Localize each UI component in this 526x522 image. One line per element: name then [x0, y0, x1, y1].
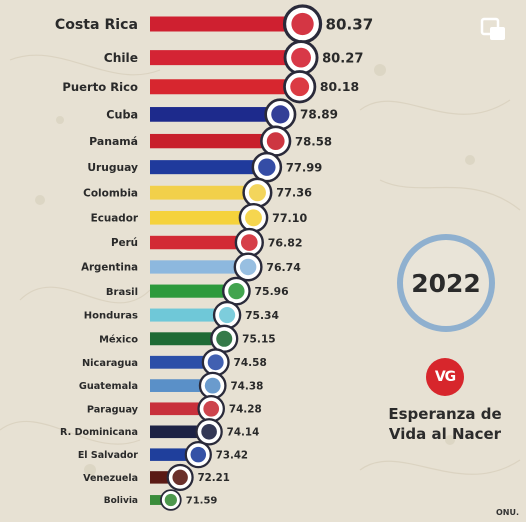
value-label-puerto-rico: 80.18: [320, 79, 359, 94]
bar-paraguay: [150, 402, 212, 416]
bar-brasil: [150, 284, 237, 298]
country-label-bolivia: Bolivia: [104, 496, 138, 506]
flag-emblem-venezuela: [172, 469, 188, 486]
country-label-mexico: México: [99, 333, 138, 345]
copy-icon[interactable]: [480, 17, 508, 43]
value-label-uruguay: 77.99: [286, 160, 322, 174]
bar-argentina: [150, 260, 249, 274]
value-label-el-salvador: 73.42: [216, 450, 248, 461]
flag-emblem-r-dominicana: [201, 423, 217, 440]
bar-cuba: [150, 107, 281, 122]
value-label-costa-rica: 80.37: [326, 15, 374, 33]
value-label-honduras: 75.34: [245, 309, 279, 322]
flag-emblem-panama: [266, 132, 285, 150]
country-label-guatemala: Guatemala: [79, 381, 138, 392]
value-label-brasil: 75.96: [255, 285, 289, 298]
country-label-paraguay: Paraguay: [87, 404, 139, 415]
country-label-cuba: Cuba: [106, 108, 138, 121]
country-label-puerto-rico: Puerto Rico: [62, 80, 138, 94]
country-label-uruguay: Uruguay: [87, 161, 138, 174]
year-badge: 2022: [397, 234, 495, 332]
subtitle-line-1: Esperanza de: [388, 405, 502, 423]
country-label-chile: Chile: [104, 51, 138, 65]
value-label-r-dominicana: 74.14: [227, 426, 260, 438]
flag-emblem-el-salvador: [190, 446, 207, 463]
flag-emblem-bolivia: [164, 493, 177, 507]
value-label-argentina: 76.74: [266, 261, 301, 274]
country-label-costa-rica: Costa Rica: [55, 17, 138, 33]
value-label-bolivia: 71.59: [186, 496, 218, 507]
bar-mexico: [150, 332, 225, 346]
flag-emblem-honduras: [219, 306, 236, 324]
flag-emblem-brasil: [228, 282, 245, 300]
value-label-mexico: 75.15: [242, 334, 276, 346]
bar-honduras: [150, 308, 228, 322]
value-label-cuba: 78.89: [300, 108, 338, 122]
flag-emblem-paraguay: [203, 400, 220, 417]
value-label-peru: 76.82: [268, 236, 303, 249]
country-label-venezuela: Venezuela: [83, 473, 138, 484]
flag-emblem-cuba: [271, 105, 290, 124]
bar-chile: [150, 50, 302, 66]
country-label-r-dominicana: R. Dominicana: [60, 427, 138, 438]
country-label-peru: Perú: [111, 237, 138, 249]
flag-emblem-mexico: [216, 330, 233, 347]
country-label-ecuador: Ecuador: [91, 213, 139, 225]
value-label-paraguay: 74.28: [229, 404, 262, 416]
bar-ecuador: [150, 210, 254, 225]
bar-r-dominicana: [150, 425, 210, 439]
value-label-nicaragua: 74.58: [234, 357, 267, 369]
chart-subtitle: Esperanza de Vida al Nacer: [374, 404, 516, 444]
vg-logo: VG: [426, 358, 464, 396]
flag-emblem-ecuador: [245, 209, 262, 227]
flag-emblem-guatemala: [204, 377, 221, 394]
flag-emblem-puerto-rico: [290, 77, 310, 97]
country-label-brasil: Brasil: [106, 287, 138, 298]
country-label-nicaragua: Nicaragua: [82, 358, 138, 369]
flag-emblem-peru: [240, 234, 258, 251]
bar-puerto-rico: [150, 79, 300, 95]
flag-emblem-nicaragua: [207, 354, 224, 371]
flag-emblem-colombia: [248, 184, 266, 202]
subtitle-line-2: Vida al Nacer: [388, 425, 502, 443]
flag-emblem-chile: [291, 47, 311, 68]
bar-uruguay: [150, 160, 267, 175]
flag-emblem-costa-rica: [291, 12, 314, 36]
bar-panama: [150, 133, 276, 149]
country-label-el-salvador: El Salvador: [78, 450, 138, 461]
source-label: ONU.: [496, 508, 520, 517]
value-label-guatemala: 74.38: [230, 380, 263, 392]
bar-peru: [150, 235, 250, 250]
country-label-honduras: Honduras: [84, 311, 138, 322]
bar-colombia: [150, 185, 258, 200]
flag-emblem-argentina: [239, 258, 257, 276]
value-label-colombia: 77.36: [276, 187, 312, 200]
country-label-colombia: Colombia: [83, 187, 138, 199]
value-label-ecuador: 77.10: [272, 212, 307, 225]
bar-nicaragua: [150, 355, 216, 369]
country-label-argentina: Argentina: [81, 263, 138, 274]
bar-guatemala: [150, 379, 213, 392]
flag-emblem-uruguay: [258, 158, 276, 176]
value-label-chile: 80.27: [322, 51, 363, 66]
bar-costa-rica: [150, 16, 303, 32]
country-label-panama: Panamá: [89, 135, 138, 148]
value-label-venezuela: 72.21: [198, 473, 230, 484]
value-label-panama: 78.58: [295, 134, 332, 148]
